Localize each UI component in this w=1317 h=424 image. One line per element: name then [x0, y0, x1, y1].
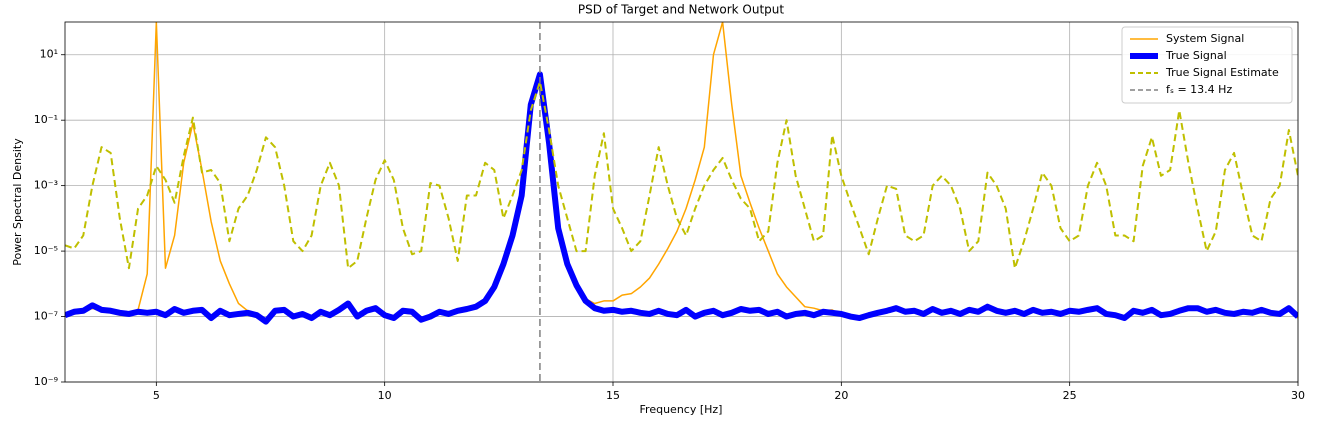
y-tick-label: 10⁻⁹	[34, 375, 58, 388]
series-line	[65, 71, 1298, 325]
legend-label: True Signal Estimate	[1165, 66, 1279, 79]
plot-frame	[64, 21, 1299, 383]
y-tick-label: 10⁻⁵	[34, 244, 58, 257]
x-tick-label: 15	[606, 389, 620, 402]
y-axis-label: Power Spectral Density	[11, 138, 24, 266]
x-tick-label: 25	[1063, 389, 1077, 402]
y-tick-label: 10⁻³	[34, 179, 58, 192]
x-tick-label: 30	[1291, 389, 1305, 402]
legend: System Signal True Signal True Signal Esti…	[1121, 26, 1293, 104]
legend-label: True Signal	[1165, 49, 1227, 62]
axes: 5 10 15 20 25 30 10⁻⁹ 10⁻⁷ 10⁻⁵ 10⁻³ 10⁻¹ 10¹	[34, 48, 1305, 402]
legend-label: fₛ = 13.4 Hz	[1166, 83, 1232, 96]
x-tick-label: 5	[153, 389, 160, 402]
legend-box	[1121, 26, 1293, 104]
x-axis-label: Frequency [Hz]	[640, 403, 723, 416]
plot-area	[65, 22, 1298, 382]
legend-label: System Signal	[1166, 32, 1244, 45]
chart-title: PSD of Target and Network Output	[578, 3, 785, 17]
series-line	[65, 80, 1298, 270]
y-tick-label: 10¹	[40, 48, 58, 61]
y-tick-label: 10⁻¹	[34, 113, 58, 126]
y-tick-label: 10⁻⁷	[34, 310, 58, 323]
x-tick-label: 20	[834, 389, 848, 402]
x-tick-label: 10	[378, 389, 392, 402]
